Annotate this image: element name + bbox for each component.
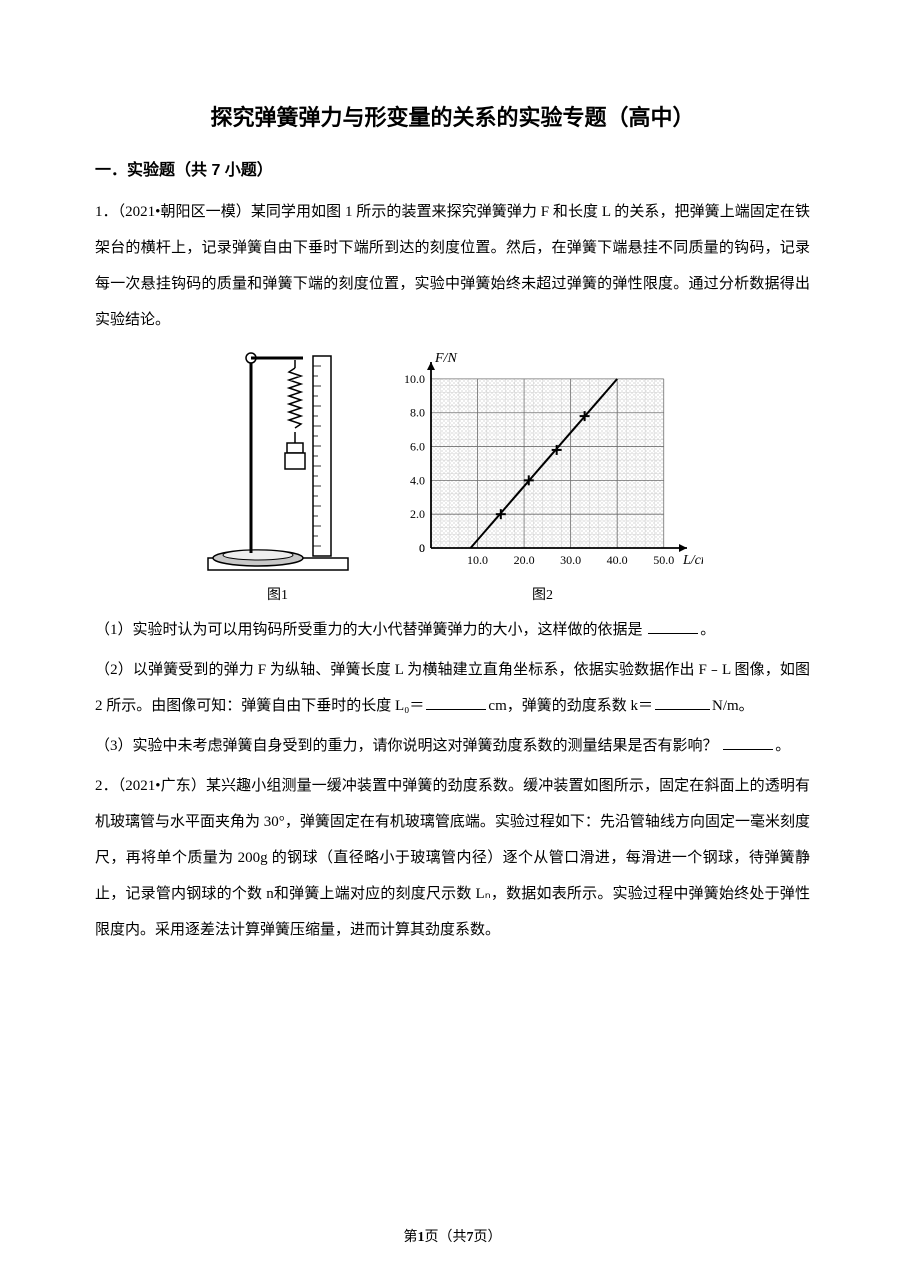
svg-text:6.0: 6.0 [410, 440, 425, 454]
q1-stem: 1．（2021•朝阳区一模）某同学用如图 1 所示的装置来探究弹簧弹力 F 和长… [95, 194, 810, 338]
figure-2-wrap: 02.04.06.08.010.0010.020.030.040.050.0F/… [383, 348, 703, 604]
q2-stem: 2．（2021•广东）某兴趣小组测量一缓冲装置中弹簧的劲度系数。缓冲装置如图所示… [95, 768, 810, 948]
svg-text:10.0: 10.0 [404, 372, 425, 386]
q1-sub3: （3）实验中未考虑弹簧自身受到的重力，请你说明这对弹簧劲度系数的测量结果是否有影… [95, 728, 810, 764]
footer-e: 页） [474, 1230, 502, 1245]
apparatus-diagram [203, 348, 353, 578]
fig2-caption: 图2 [532, 584, 553, 604]
blank-4 [723, 735, 773, 750]
svg-text:20.0: 20.0 [513, 553, 534, 567]
section-header: 一．实验题（共 7 小题） [95, 156, 810, 180]
svg-text:30.0: 30.0 [560, 553, 581, 567]
svg-text:50.0: 50.0 [653, 553, 674, 567]
page-title: 探究弹簧弹力与形变量的关系的实验专题（高中） [95, 100, 810, 132]
q1-sub2: （2）以弹簧受到的弹力 F 为纵轴、弹簧长度 L 为横轴建立直角坐标系，依据实验… [95, 652, 810, 724]
svg-text:2.0: 2.0 [410, 507, 425, 521]
q1-sub3b: 。 [775, 738, 790, 754]
q1-sub2b: cm，弹簧的劲度系数 k＝ [488, 698, 653, 714]
footer-b: 1 [418, 1230, 425, 1245]
svg-text:0: 0 [419, 541, 425, 555]
blank-2 [426, 695, 486, 710]
figure-1-wrap: 图1 [203, 348, 353, 604]
blank-3 [655, 695, 710, 710]
svg-text:L/cm: L/cm [682, 553, 703, 568]
force-length-chart: 02.04.06.08.010.0010.020.030.040.050.0F/… [383, 348, 703, 578]
q1-sub1-text: （1）实验时认为可以用钩码所受重力的大小代替弹簧弹力的大小，这样做的依据是 [95, 622, 643, 638]
blank-1 [648, 619, 698, 634]
footer-a: 第 [404, 1230, 418, 1245]
figures-row: 图1 02.04.06.08.010.0010.020.030.040.050.… [95, 348, 810, 604]
footer-d: 7 [467, 1230, 474, 1245]
q1-sub1-end: 。 [700, 622, 715, 638]
svg-text:10.0: 10.0 [467, 553, 488, 567]
svg-text:F/N: F/N [434, 351, 457, 366]
q1-sub3a: （3）实验中未考虑弹簧自身受到的重力，请你说明这对弹簧劲度系数的测量结果是否有影… [95, 738, 718, 754]
svg-text:8.0: 8.0 [410, 406, 425, 420]
fig1-caption: 图1 [267, 584, 288, 604]
footer-c: 页（共 [425, 1230, 467, 1245]
svg-text:40.0: 40.0 [606, 553, 627, 567]
svg-text:4.0: 4.0 [410, 473, 425, 487]
q1-sub2c: N/m。 [712, 698, 754, 714]
q1-sub1: （1）实验时认为可以用钩码所受重力的大小代替弹簧弹力的大小，这样做的依据是 。 [95, 612, 810, 648]
page-footer: 第1页（共7页） [0, 1226, 905, 1246]
